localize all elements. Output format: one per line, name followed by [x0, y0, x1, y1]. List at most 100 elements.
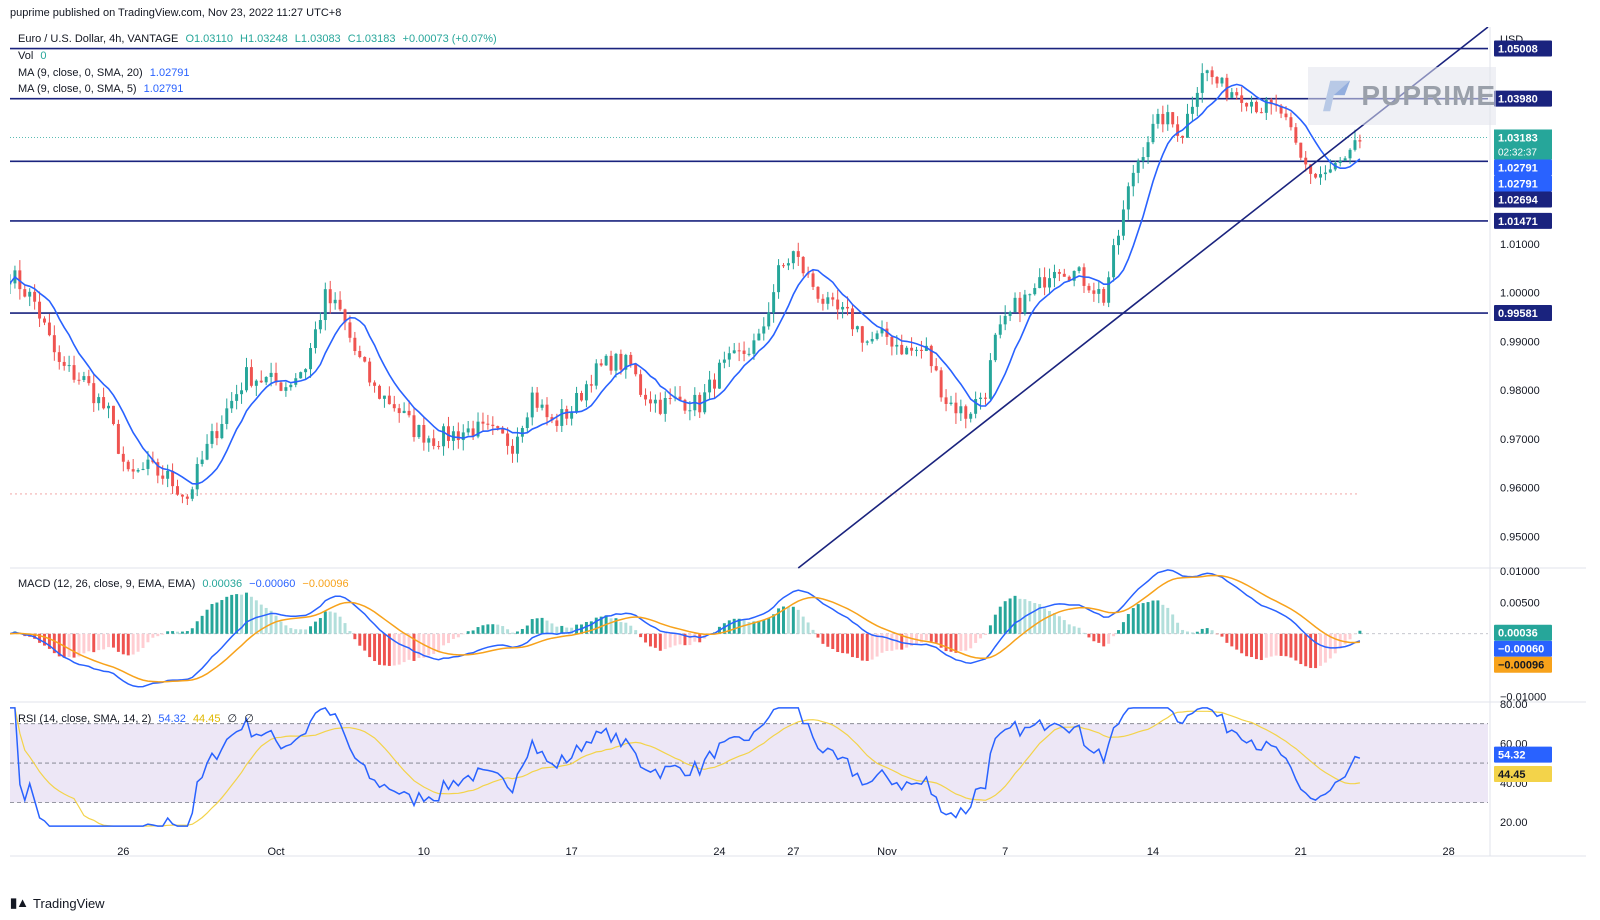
candle-body — [451, 431, 455, 441]
price-tick-label: 1.00000 — [1500, 288, 1540, 300]
macd-histogram-bar — [1156, 600, 1160, 634]
macd-histogram-bar — [757, 620, 761, 634]
macd-histogram-bar — [609, 618, 613, 634]
macd-histogram-bar — [648, 633, 652, 647]
macd-histogram-bar — [136, 633, 140, 652]
candle-body — [954, 402, 958, 414]
candle-body — [742, 350, 746, 354]
candle-body — [890, 336, 894, 347]
candle-body — [934, 366, 938, 371]
macd-histogram-bar — [880, 633, 884, 653]
candle-body — [368, 361, 372, 383]
candle-body — [1235, 92, 1239, 96]
candle-body — [791, 251, 795, 264]
macd-histogram-bar — [1161, 604, 1165, 634]
candle-body — [708, 379, 712, 393]
main-legend: Euro / U.S. Dollar, 4h, VANTAGE O1.03110… — [18, 33, 501, 45]
macd-label[interactable]: MACD (12, 26, close, 9, EMA, EMA) — [18, 578, 196, 590]
candle-body — [1102, 289, 1106, 303]
candle-body — [318, 320, 322, 330]
macd-histogram-bar — [663, 633, 667, 650]
candle-body — [979, 397, 983, 400]
candle-body — [92, 383, 96, 404]
candle-body — [1038, 277, 1042, 289]
macd-histogram-bar — [988, 625, 992, 634]
macd-histogram-bar — [506, 629, 510, 634]
candle-body — [1289, 117, 1293, 128]
macd-histogram-bar — [1043, 608, 1047, 634]
chart-frame[interactable]: USD 1.01000 1.00000 0.99000 0.98000 0.97000 0.… — [8, 26, 1586, 887]
footer-brand[interactable]: TradingView — [33, 895, 105, 911]
candle-body — [97, 397, 101, 404]
level-tag: 1.02694 — [1498, 194, 1539, 206]
macd-histogram-bar — [392, 633, 396, 666]
candle-body — [180, 494, 184, 497]
macd-signal-tag-bg — [1494, 656, 1552, 673]
candle-body — [67, 365, 71, 367]
candle-body — [663, 397, 667, 414]
macd-histogram-bar — [1250, 633, 1253, 658]
candle-body — [235, 394, 239, 401]
candle-body — [481, 421, 485, 424]
legend-symbol[interactable]: Euro / U.S. Dollar, 4h, VANTAGE — [18, 33, 179, 45]
level-tag-bg — [1494, 90, 1552, 107]
candle-body — [215, 431, 219, 439]
macd-histogram-bar — [1343, 633, 1347, 645]
candle-body — [491, 424, 495, 427]
rsi-v4: ∅ — [244, 713, 254, 725]
candle-body — [545, 404, 549, 418]
candle-body — [446, 426, 450, 441]
vol-label[interactable]: Vol — [18, 50, 34, 62]
candle-body — [668, 397, 672, 399]
candle-body — [1181, 135, 1185, 138]
price-tick-label: 0.98000 — [1500, 385, 1540, 397]
macd-histogram-bar — [1309, 633, 1313, 668]
macd-histogram-bar — [737, 618, 741, 634]
candle-body — [604, 355, 608, 366]
candle-body — [939, 370, 943, 398]
legend-close: C1.03183 — [347, 33, 396, 45]
candle-body — [865, 341, 869, 343]
macd-histogram-bar — [313, 621, 317, 634]
candle-body — [1112, 245, 1116, 278]
level-tag: 1.05008 — [1498, 44, 1538, 56]
macd-histogram-bar — [1284, 633, 1288, 657]
x-tick-label: 28 — [1442, 846, 1454, 858]
candle-body — [1077, 267, 1081, 271]
rsi-label[interactable]: RSI (14, close, SMA, 14, 2) — [18, 713, 152, 725]
macd-histogram-bar — [387, 633, 391, 666]
macd-histogram-bar — [860, 633, 864, 661]
macd-histogram-bar — [1200, 628, 1204, 634]
ma2-label[interactable]: MA (9, close, 0, SMA, 5) — [18, 83, 137, 95]
candle-body — [732, 350, 736, 354]
macd-histogram-bar — [1087, 633, 1091, 638]
candle-body — [486, 423, 490, 425]
macd-histogram-bar — [919, 633, 923, 643]
macd-histogram-bar — [427, 633, 431, 656]
candle-body — [826, 297, 830, 304]
x-tick-label: 26 — [117, 846, 129, 858]
macd-histogram-bar — [358, 633, 362, 646]
macd-histogram-bar — [1274, 633, 1278, 656]
candle-body — [476, 421, 480, 437]
macd-histogram-bar — [949, 633, 953, 652]
candle-body — [550, 417, 554, 421]
macd-histogram-bar — [772, 614, 776, 634]
candle-body — [373, 382, 377, 386]
candle-body — [1067, 276, 1071, 281]
candle-body — [1151, 123, 1155, 143]
macd-histogram-bar — [722, 623, 726, 634]
macd-value-tag: −0.00060 — [1498, 644, 1544, 656]
macd-histogram-bar — [979, 633, 983, 639]
candle-body — [1136, 161, 1140, 173]
ma1-label[interactable]: MA (9, close, 0, SMA, 20) — [18, 67, 143, 79]
x-tick-label: Nov — [877, 846, 897, 858]
candle-body — [43, 318, 46, 323]
candle-body — [998, 324, 1002, 335]
countdown-tag: 02:32:37 — [1498, 147, 1537, 158]
macd-histogram-bar — [885, 633, 889, 652]
candle-body — [678, 396, 682, 400]
chart-svg[interactable]: USD1.010001.000000.990000.980000.970000.… — [8, 26, 1586, 887]
macd-histogram-bar — [796, 609, 800, 634]
candle-body — [969, 413, 973, 419]
